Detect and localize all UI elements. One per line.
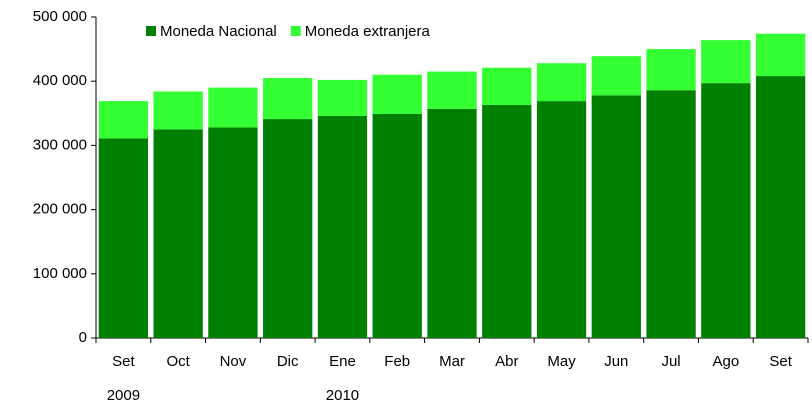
x-tick-label: Mar bbox=[439, 353, 465, 370]
bar-segment bbox=[755, 33, 806, 77]
year-label: 2010 bbox=[326, 387, 359, 404]
y-tick-label: 400 000 bbox=[33, 72, 87, 89]
bar-segment bbox=[482, 104, 532, 338]
bar-segment bbox=[153, 91, 203, 130]
bar-segment bbox=[208, 127, 258, 338]
y-tick-label: 500 000 bbox=[33, 8, 87, 25]
x-tick-label: Jul bbox=[661, 353, 680, 370]
bar-segment bbox=[701, 40, 751, 84]
x-tick-label: Jun bbox=[604, 353, 628, 370]
bar-segment bbox=[701, 83, 751, 338]
legend-label: Moneda Nacional bbox=[160, 23, 277, 40]
bar-segment bbox=[591, 95, 641, 338]
legend-swatch bbox=[146, 26, 156, 36]
bar-segment bbox=[536, 63, 587, 102]
bar-segment bbox=[263, 77, 313, 120]
x-tick-label: Ene bbox=[329, 353, 356, 370]
legend-swatch bbox=[290, 26, 301, 36]
bar-segment bbox=[646, 90, 696, 338]
bar-segment bbox=[317, 115, 368, 338]
bar-segment bbox=[372, 113, 422, 338]
bar-segment bbox=[372, 74, 422, 114]
legend-label: Moneda extranjera bbox=[305, 23, 431, 40]
y-tick-label: 100 000 bbox=[33, 265, 87, 282]
bar-segment bbox=[427, 108, 477, 338]
y-tick-label: 200 000 bbox=[33, 201, 87, 218]
y-tick-label: 300 000 bbox=[33, 136, 87, 153]
x-tick-label: Abr bbox=[495, 353, 518, 370]
bar-segment bbox=[482, 67, 532, 105]
bar-segment bbox=[317, 79, 368, 116]
bar-segment bbox=[263, 119, 313, 338]
x-tick-label: Dic bbox=[277, 353, 299, 370]
bar-segment bbox=[153, 129, 203, 338]
x-tick-label: Set bbox=[112, 353, 135, 370]
x-tick-label: Nov bbox=[220, 353, 247, 370]
year-label: 2009 bbox=[107, 387, 140, 404]
bar-segment bbox=[536, 101, 587, 339]
bar-segment bbox=[591, 56, 641, 96]
bar-segment bbox=[646, 49, 696, 91]
x-tick-label: Feb bbox=[384, 353, 410, 370]
bar-segment bbox=[98, 101, 149, 139]
bar-segment bbox=[98, 138, 149, 338]
bar-segment bbox=[755, 76, 806, 339]
bar-segment bbox=[208, 87, 258, 128]
x-tick-label: Ago bbox=[712, 353, 739, 370]
x-tick-label: Oct bbox=[166, 353, 190, 370]
x-tick-label: Set bbox=[769, 353, 792, 370]
x-tick-label: May bbox=[547, 353, 576, 370]
bar-segment bbox=[427, 71, 477, 109]
y-tick-label: 0 bbox=[79, 329, 87, 346]
